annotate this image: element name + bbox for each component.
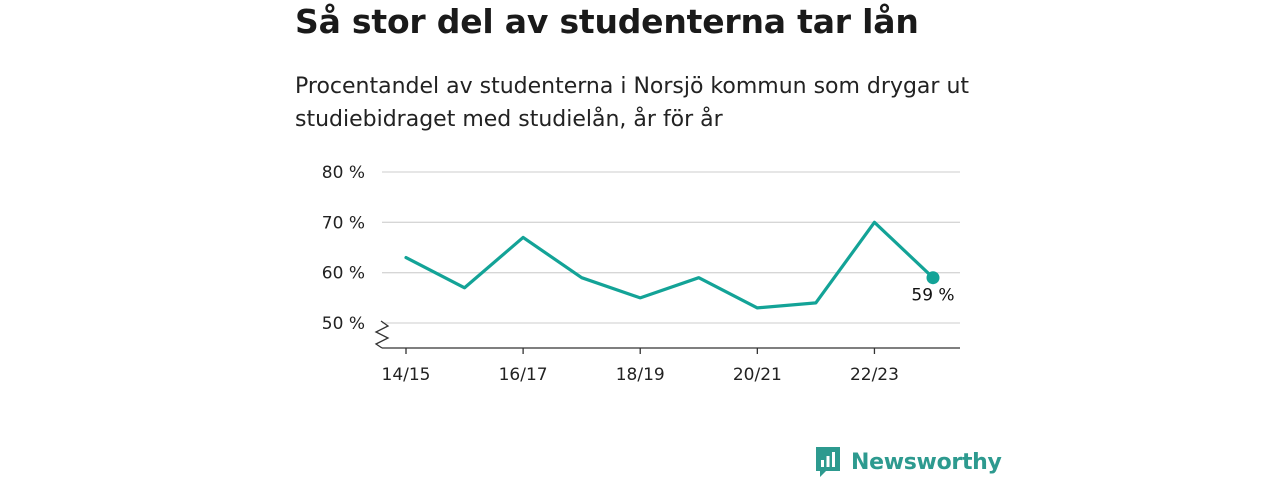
data-labels: 59 % (911, 286, 954, 306)
bar-chart-speech-bubble-icon (816, 447, 840, 477)
last-point-marker (926, 271, 940, 285)
x-tick-label-22/23: 22/23 (850, 365, 899, 385)
axes (374, 320, 960, 354)
y-tick-label-50: 50 % (322, 314, 365, 334)
newsworthy-logo: Newsworthy (814, 445, 1002, 479)
line-chart: 50 % 60 % 70 % 80 % 14/15 16/17 18/19 20/21 22/… (322, 163, 960, 385)
gridlines (382, 171, 960, 324)
y-tick-label-80: 80 % (322, 163, 365, 183)
y-tick-label-70: 70 % (322, 213, 365, 233)
x-tick-label-14/15: 14/15 (382, 365, 431, 385)
y-tick-labels: 50 % 60 % 70 % 80 % (322, 163, 365, 334)
x-tick-label-18/19: 18/19 (616, 365, 665, 385)
last-point-label: 59 % (911, 286, 954, 306)
chart-subtitle: Procentandel av studenterna i Norsjö kom… (295, 74, 970, 132)
series-group (404, 220, 940, 310)
series-line-0 (404, 220, 935, 310)
x-tick-label-16/17: 16/17 (499, 365, 548, 385)
chart-title: Så stor del av studenterna tar lån (295, 2, 919, 41)
x-tick-label-20/21: 20/21 (733, 365, 782, 385)
x-tick-labels: 14/15 16/17 18/19 20/21 22/23 (382, 365, 899, 385)
brand-name: Newsworthy (851, 449, 1002, 475)
axis-break-mark (374, 320, 390, 349)
y-tick-label-60: 60 % (322, 264, 365, 284)
